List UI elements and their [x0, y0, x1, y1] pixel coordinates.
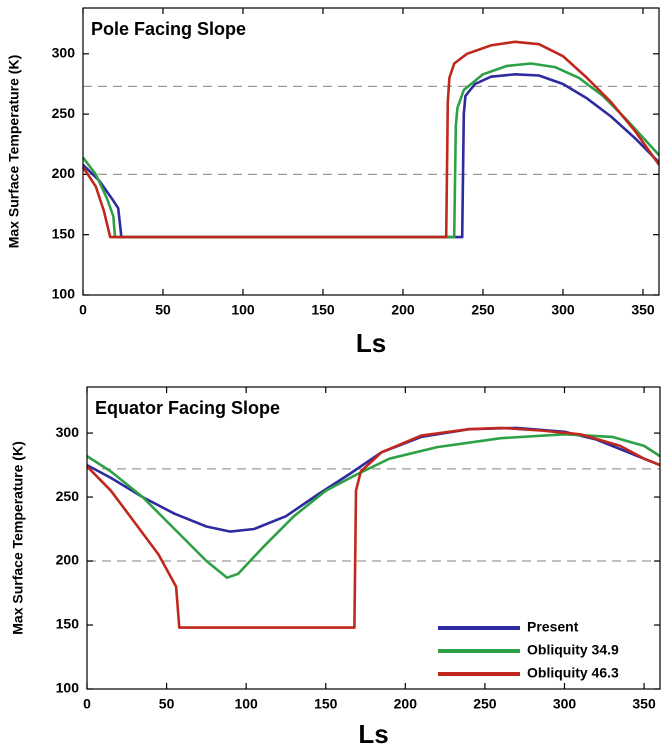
legend-label: Obliquity 46.3	[527, 665, 619, 681]
x-tick-label: 300	[551, 302, 575, 318]
y-tick-label: 200	[56, 552, 80, 568]
x-tick-label: 50	[159, 696, 175, 712]
x-tick-label: 350	[632, 696, 656, 712]
x-axis-label: Ls	[358, 719, 388, 749]
series-line	[86, 426, 661, 533]
legend-label: Obliquity 34.9	[527, 642, 619, 658]
y-tick-label: 150	[52, 225, 76, 241]
series-line	[82, 73, 660, 239]
plot-frame	[82, 7, 660, 296]
panel: 100 150 200 250 300 0 50 100 150 200 250 300 350 Equa…	[10, 386, 661, 749]
x-tick-label: 100	[231, 302, 255, 318]
x-tick-label: 250	[471, 302, 495, 318]
y-tick-label: 300	[52, 45, 76, 61]
x-tick-label: 0	[83, 696, 91, 712]
x-tick-label: 150	[311, 302, 335, 318]
x-tick-label: 300	[553, 696, 577, 712]
y-axis-label: Max Surface Temperature (K)	[10, 441, 26, 634]
legend-label: Present	[527, 619, 579, 635]
y-tick-label: 100	[52, 286, 76, 302]
y-tick-label: 200	[52, 165, 76, 181]
y-axis-label: Max Surface Temperature (K)	[6, 55, 22, 248]
x-tick-label: 150	[314, 696, 338, 712]
panel: 100 150 200 250 300 0 50 100 150 200 250 300 350 Pole…	[6, 7, 661, 358]
x-tick-label: 200	[394, 696, 418, 712]
x-tick-label: 50	[155, 302, 171, 318]
y-tick-label: 150	[56, 616, 80, 632]
series-line	[81, 40, 661, 239]
y-tick-label: 300	[56, 424, 80, 440]
x-axis-label: Ls	[356, 328, 386, 358]
series-line	[86, 426, 661, 629]
y-tick-label: 100	[56, 680, 80, 696]
chart-title: Pole Facing Slope	[91, 19, 246, 39]
x-tick-label: 0	[79, 302, 87, 318]
series-line	[86, 433, 661, 579]
x-tick-label: 250	[473, 696, 497, 712]
x-tick-label: 100	[234, 696, 258, 712]
y-tick-label: 250	[52, 105, 76, 121]
series-line	[81, 62, 660, 239]
y-tick-label: 250	[56, 488, 80, 504]
x-tick-label: 200	[391, 302, 415, 318]
x-tick-label: 350	[631, 302, 655, 318]
plot-frame	[86, 386, 661, 690]
chart-title: Equator Facing Slope	[95, 398, 280, 418]
